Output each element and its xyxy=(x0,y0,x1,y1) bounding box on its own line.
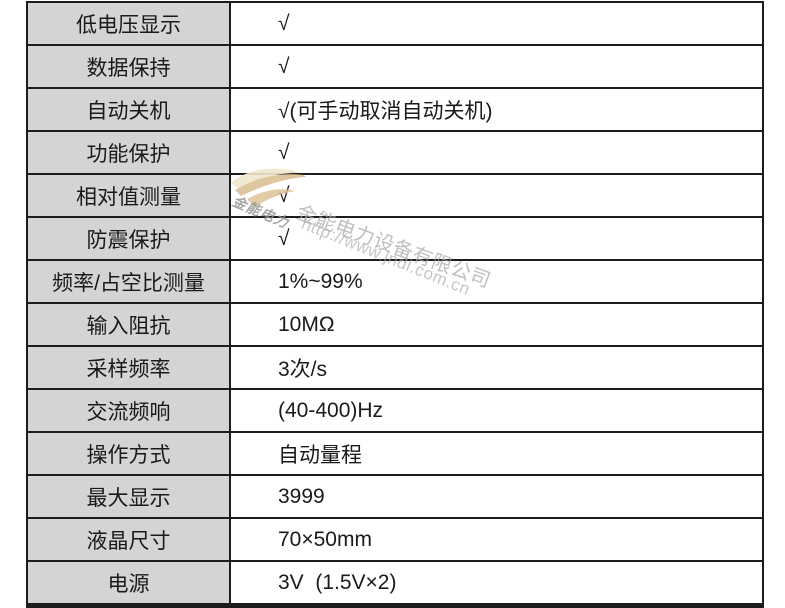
spec-row-label: 采样频率 xyxy=(26,345,231,390)
spec-row-value: √ xyxy=(229,130,764,175)
spec-row-label: 相对值测量 xyxy=(26,173,231,218)
spec-row: 功能保护 √ xyxy=(26,130,764,175)
spec-row: 防震保护 √ xyxy=(26,216,764,261)
spec-row: 最大显示 3999 xyxy=(26,474,764,519)
page: { "table": { "label_bg": "#d4d4d4", "bor… xyxy=(26,1,764,608)
spec-row-label: 液晶尺寸 xyxy=(26,517,231,562)
spec-row-value: 70×50mm xyxy=(229,517,764,562)
spec-row-value: 3999 xyxy=(229,474,764,519)
spec-row-label: 功能保护 xyxy=(26,130,231,175)
spec-table: 低电压显示 √ 数据保持 √ 自动关机 √(可手动取消自动关机) 功能保护 √ 相对值测量 √ 防震… xyxy=(26,1,764,608)
spec-row: 相对值测量 √ xyxy=(26,173,764,218)
spec-row-value: √ xyxy=(229,216,764,261)
spec-row: 采样频率 3次/s xyxy=(26,345,764,390)
spec-row-label: 数据保持 xyxy=(26,44,231,89)
spec-row-value: √ xyxy=(229,44,764,89)
spec-row-value: (40-400)Hz xyxy=(229,388,764,433)
spec-row: 操作方式 自动量程 xyxy=(26,431,764,476)
spec-row: 自动关机 √(可手动取消自动关机) xyxy=(26,87,764,132)
spec-row-label: 电源 xyxy=(26,560,231,607)
spec-row: 数据保持 √ xyxy=(26,44,764,89)
spec-row: 输入阻抗 10MΩ xyxy=(26,302,764,347)
spec-row-value: 自动量程 xyxy=(229,431,764,476)
spec-row-label: 频率/占空比测量 xyxy=(26,259,231,304)
spec-row-label: 自动关机 xyxy=(26,87,231,132)
spec-row-label: 低电压显示 xyxy=(26,1,231,46)
spec-row-value: √ xyxy=(229,173,764,218)
spec-row-value: 1%~99% xyxy=(229,259,764,304)
spec-row-value: 3次/s xyxy=(229,345,764,390)
spec-row-value: 3V (1.5V×2) xyxy=(229,560,764,607)
spec-table-body: 低电压显示 √ 数据保持 √ 自动关机 √(可手动取消自动关机) 功能保护 √ 相对值测量 √ 防震… xyxy=(26,1,764,607)
spec-row: 电源 3V (1.5V×2) xyxy=(26,560,764,607)
spec-row-label: 操作方式 xyxy=(26,431,231,476)
spec-row-value: √ xyxy=(229,1,764,46)
spec-row: 频率/占空比测量 1%~99% xyxy=(26,259,764,304)
spec-row: 低电压显示 √ xyxy=(26,1,764,46)
spec-row-value: √(可手动取消自动关机) xyxy=(229,87,764,132)
spec-row-label: 防震保护 xyxy=(26,216,231,261)
spec-row-label: 输入阻抗 xyxy=(26,302,231,347)
spec-row: 交流频响 (40-400)Hz xyxy=(26,388,764,433)
spec-row-label: 交流频响 xyxy=(26,388,231,433)
spec-row: 液晶尺寸 70×50mm xyxy=(26,517,764,562)
spec-row-value: 10MΩ xyxy=(229,302,764,347)
spec-row-label: 最大显示 xyxy=(26,474,231,519)
